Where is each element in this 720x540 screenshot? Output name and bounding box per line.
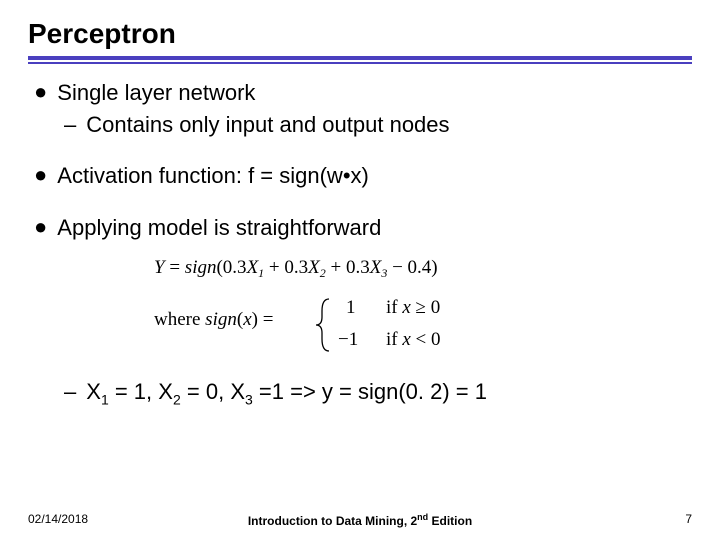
- bullet-3-sub-text: X1 = 1, X2 = 0, X3 =1 => y = sign(0. 2) …: [86, 377, 487, 409]
- bullet-dot-icon: ●: [34, 78, 47, 107]
- bullet-3: ● Applying model is straightforward: [34, 213, 692, 243]
- footer-page: 7: [685, 512, 692, 526]
- bullet-3-text: Applying model is straightforward: [57, 213, 381, 243]
- bullet-dot-icon: ●: [34, 213, 47, 242]
- bullet-dot-icon: ●: [34, 161, 47, 190]
- case2-cond: if x < 0: [386, 329, 441, 350]
- case1-cond: if x ≥ 0: [386, 297, 440, 318]
- bullet-1-sub-text: Contains only input and output nodes: [86, 110, 449, 140]
- footer: 02/14/2018 Introduction to Data Mining, …: [28, 512, 692, 526]
- title-rule-thick: [28, 56, 692, 60]
- formula-where: where sign(x) =: [154, 309, 273, 330]
- case1-val: 1: [346, 297, 356, 318]
- formula-block: Y = sign(0.3X1 + 0.3X2 + 0.3X3 − 0.4) wh…: [34, 255, 692, 365]
- footer-date: 02/14/2018: [28, 512, 88, 526]
- footer-center: Introduction to Data Mining, 2nd Edition: [248, 512, 472, 528]
- bullet-2-text: Activation function: f = sign(w•x): [57, 161, 369, 191]
- brace-icon: [316, 299, 329, 351]
- formula-svg: Y = sign(0.3X1 + 0.3X2 + 0.3X3 − 0.4) wh…: [154, 255, 574, 365]
- bullet-2: ● Activation function: f = sign(w•x): [34, 161, 692, 191]
- bullet-3-sub: – X1 = 1, X2 = 0, X3 =1 => y = sign(0. 2…: [34, 377, 692, 409]
- dash-icon: –: [64, 110, 76, 140]
- bullet-1: ● Single layer network: [34, 78, 692, 108]
- content-area: ● Single layer network – Contains only i…: [28, 78, 692, 409]
- title-rule-thin: [28, 62, 692, 64]
- bullet-1-sub: – Contains only input and output nodes: [34, 110, 692, 140]
- dash-icon: –: [64, 377, 76, 407]
- bullet-1-text: Single layer network: [57, 78, 255, 108]
- case2-val: −1: [338, 329, 358, 350]
- slide-title: Perceptron: [28, 18, 692, 50]
- formula-line1: Y = sign(0.3X1 + 0.3X2 + 0.3X3 − 0.4): [154, 257, 438, 280]
- slide: Perceptron ● Single layer network – Cont…: [0, 0, 720, 540]
